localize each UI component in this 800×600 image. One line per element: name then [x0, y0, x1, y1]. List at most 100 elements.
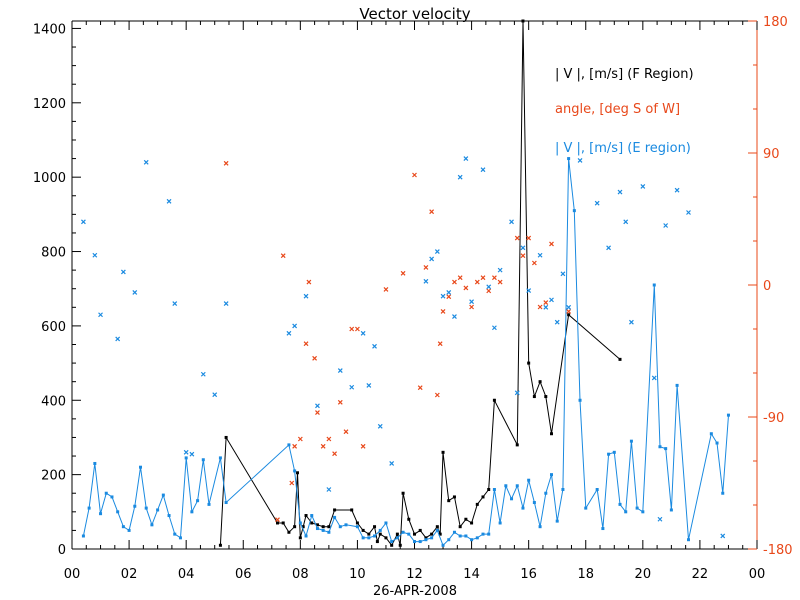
data-point-e-region-scatter [377, 423, 383, 429]
x-tick-label: 00 [749, 567, 766, 582]
y-tick-label-right: 90 [763, 147, 780, 162]
data-point-angle [452, 279, 457, 285]
data-point-e-region [310, 514, 314, 518]
data-point-e-region [418, 540, 422, 544]
data-point-f-region [373, 525, 377, 529]
data-point-e-region [373, 534, 377, 538]
data-point-angle [543, 300, 549, 306]
data-point-f-region [441, 450, 445, 454]
data-point-e-region [207, 502, 211, 506]
data-point-angle [354, 326, 360, 332]
x-tick-label: 02 [121, 567, 138, 582]
data-point-e-region [658, 445, 662, 449]
data-point-e-region [196, 499, 200, 503]
series-angle [223, 160, 572, 523]
data-point-e-region [344, 523, 348, 527]
data-point-e-region [367, 536, 371, 540]
data-point-f-region [218, 543, 222, 547]
data-point-angle [531, 260, 537, 266]
data-point-f-region [521, 19, 525, 23]
data-point-e-region-scatter [143, 159, 149, 165]
x-tick-label: 18 [577, 567, 594, 582]
legend: | V |, [m/s] (F Region) angle, [deg S of… [555, 67, 694, 156]
data-point-f-region [538, 380, 542, 384]
data-point-f-region [532, 395, 536, 399]
data-point-e-region [178, 536, 182, 540]
data-point-e-region [184, 456, 188, 460]
data-point-angle [337, 399, 343, 405]
data-point-e-region-scatter [606, 245, 612, 251]
data-point-e-region-scatter [172, 301, 178, 307]
data-point-e-region [584, 506, 588, 510]
x-axis-label: 26-APR-2008 [373, 584, 457, 599]
data-point-angle [332, 451, 338, 457]
data-point-f-region [304, 514, 308, 518]
data-point-f-region [333, 508, 337, 512]
data-point-e-region-scatter [286, 330, 292, 336]
data-point-f-region [361, 528, 365, 532]
data-point-f-region [375, 540, 379, 544]
data-point-e-region [635, 506, 639, 510]
data-point-e-region-scatter [486, 284, 492, 290]
data-point-e-region [452, 530, 456, 534]
data-point-angle [446, 294, 452, 300]
data-point-e-region-scatter [440, 293, 446, 299]
legend-entry-angle: angle, [deg S of W] [555, 102, 680, 117]
data-point-f-region [447, 499, 451, 503]
data-point-e-region-scatter [80, 219, 86, 225]
data-point-f-region [384, 536, 388, 540]
data-point-e-region-scatter [623, 219, 629, 225]
data-point-e-region [601, 527, 605, 531]
data-point-f-region [618, 357, 622, 361]
y-tick-label-right: -90 [763, 411, 784, 426]
y-tick-label-left: 0 [58, 543, 66, 558]
data-point-f-region [464, 517, 468, 521]
data-point-e-region-scatter [554, 319, 560, 325]
data-point-e-region [315, 527, 319, 531]
data-point-e-region [470, 538, 474, 542]
data-point-f-region [327, 525, 331, 529]
data-point-e-region [555, 519, 559, 523]
data-point-e-region [458, 534, 462, 538]
data-point-f-region [310, 521, 314, 525]
data-point-e-region [121, 525, 125, 529]
data-point-e-region [156, 508, 160, 512]
data-point-e-region [715, 441, 719, 445]
legend-entry-e-region: | V |, [m/s] (E region) [555, 141, 691, 156]
y-tick-label-left: 800 [41, 246, 66, 261]
data-point-e-region-scatter [366, 382, 372, 388]
data-point-angle [526, 235, 532, 241]
data-point-e-region [527, 478, 531, 482]
data-point-e-region-scatter [429, 256, 435, 262]
data-point-e-region [167, 514, 171, 518]
data-point-e-region-scatter [566, 304, 572, 310]
data-point-e-region-scatter [469, 299, 475, 305]
data-point-f-region [398, 543, 402, 547]
data-point-e-region [390, 540, 394, 544]
data-point-e-region [532, 501, 536, 505]
data-point-e-region [561, 488, 565, 492]
data-point-e-region [538, 525, 542, 529]
data-point-e-region [430, 536, 434, 540]
x-tick-label: 12 [406, 567, 423, 582]
data-point-e-region [481, 532, 485, 536]
data-point-f-region [435, 525, 439, 529]
data-point-e-region [384, 521, 388, 525]
data-point-e-region-scatter [446, 290, 452, 295]
data-point-e-region-scatter [132, 290, 138, 295]
data-point-f-region [515, 443, 519, 447]
data-point-angle [437, 341, 443, 347]
data-point-e-region [293, 469, 297, 473]
data-point-e-region [355, 525, 359, 529]
data-point-e-region [624, 510, 628, 514]
data-point-f-region [321, 525, 325, 529]
data-point-angle [383, 286, 389, 292]
data-point-e-region [327, 530, 331, 534]
data-point-e-region [675, 383, 679, 387]
data-point-e-region [521, 506, 525, 510]
data-point-e-region [144, 506, 148, 510]
x-tick-label: 04 [178, 567, 195, 582]
data-point-f-region [295, 471, 299, 475]
series-f-region [218, 19, 622, 547]
